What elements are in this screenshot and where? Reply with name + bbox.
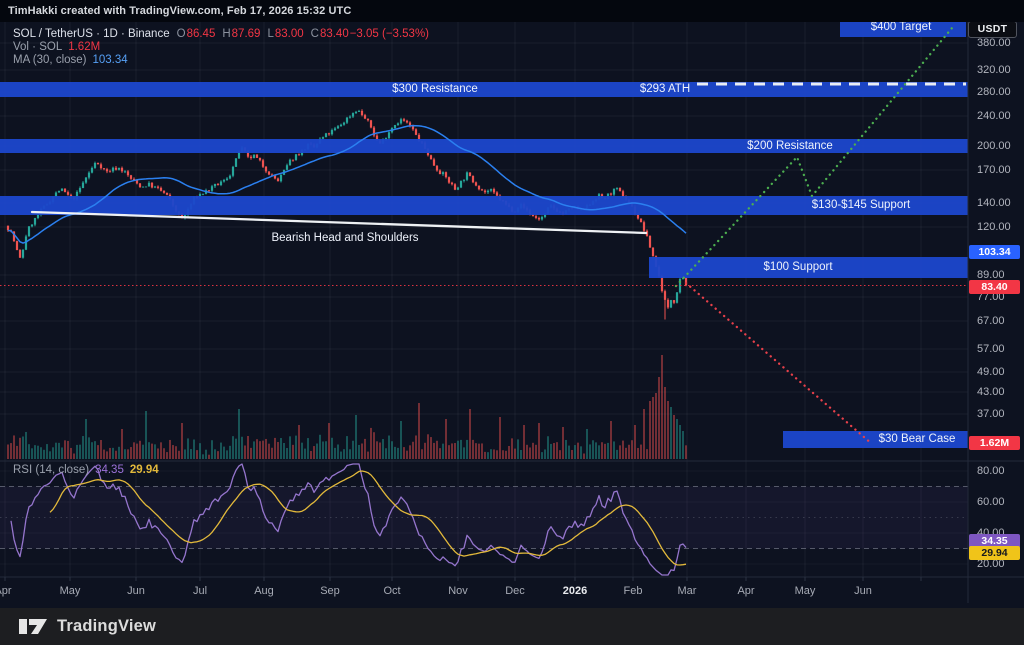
rsi-scale-label: 60.00 xyxy=(977,496,1005,508)
ohlc-open-value: 86.45 xyxy=(186,27,216,40)
time-axis-label: Jun xyxy=(854,585,872,597)
ohlc-high-value: 87.69 xyxy=(231,27,261,40)
ma-label: MA (30, close) xyxy=(13,53,87,66)
price-scale-label: 57.00 xyxy=(977,343,1005,355)
rsi-scale-label: 80.00 xyxy=(977,465,1005,477)
symbol-title: SOL / TetherUS · 1D · Binance xyxy=(13,27,170,40)
price-scale-label: 37.00 xyxy=(977,408,1005,420)
volume-value: 1.62M xyxy=(68,40,101,53)
tradingview-brand-text[interactable]: TradingView xyxy=(57,617,157,635)
price-scale-badge: 83.40 xyxy=(969,280,1020,294)
time-axis-label: Jul xyxy=(192,585,208,597)
time-axis-label: Mar xyxy=(677,585,697,597)
ohlc-close-label: C xyxy=(310,27,319,40)
change-value: −3.05 (−3.53%) xyxy=(349,27,429,40)
time-axis-label: Aug xyxy=(254,585,274,597)
volume-row: Vol · SOL 1.62M xyxy=(13,40,429,53)
price-scale-badge: 34.35 xyxy=(969,534,1020,548)
price-scale-label: 170.00 xyxy=(977,164,1011,176)
time-axis-label: Dec xyxy=(505,585,525,597)
price-scale-label: 380.00 xyxy=(977,37,1011,49)
price-scale-label: 120.00 xyxy=(977,221,1011,233)
volume-label: Vol · SOL xyxy=(13,40,63,53)
ma-value: 103.34 xyxy=(92,53,128,66)
rsi-ma-value: 29.94 xyxy=(129,464,159,476)
time-axis-label: Apr xyxy=(0,585,12,597)
time-axis-label: Feb xyxy=(623,585,643,597)
ohlc-open-label: O xyxy=(176,27,186,40)
rsi-legend: RSI (14, close) 34.35 29.94 xyxy=(13,464,159,476)
price-scale-label: 320.00 xyxy=(977,64,1011,76)
ohlc-close-value: 83.40 xyxy=(319,27,349,40)
ohlc-high-label: H xyxy=(222,27,231,40)
price-scale-label: 240.00 xyxy=(977,110,1011,122)
annotation-label: $400 Target xyxy=(870,21,932,33)
price-scale-badge: 29.94 xyxy=(969,546,1020,560)
attribution-bar: TimHakki created with TradingView.com, F… xyxy=(0,0,1024,22)
time-axis-label: Jun xyxy=(127,585,145,597)
annotation-label: $200 Resistance xyxy=(747,140,833,152)
annotation-label: $130-$145 Support xyxy=(811,199,911,211)
price-scale-label: 280.00 xyxy=(977,86,1011,98)
chart-canvas[interactable] xyxy=(0,0,1024,608)
annotation-label: $30 Bear Case xyxy=(878,433,956,445)
price-scale-label: 43.00 xyxy=(977,386,1005,398)
symbol-row: SOL / TetherUS · 1D · Binance O 86.45 H … xyxy=(13,27,429,40)
time-axis-label: Oct xyxy=(383,585,401,597)
time-axis-label: Nov xyxy=(448,585,468,597)
annotation-label: $293 ATH xyxy=(639,83,691,95)
time-axis-label: May xyxy=(59,585,81,597)
price-scale-label: 89.00 xyxy=(977,269,1005,281)
time-axis-label: 2026 xyxy=(562,585,588,597)
time-axis-label: May xyxy=(794,585,816,597)
annotation-label: $300 Resistance xyxy=(392,83,478,95)
tradingview-logo-icon[interactable] xyxy=(19,618,49,635)
price-scale-label: 49.00 xyxy=(977,366,1005,378)
price-scale-label: 67.00 xyxy=(977,315,1005,327)
ma-row: MA (30, close) 103.34 xyxy=(13,53,429,66)
price-scale-label: 200.00 xyxy=(977,140,1011,152)
rsi-label: RSI (14, close) xyxy=(13,464,90,476)
rsi-scale-label: 20.00 xyxy=(977,558,1005,570)
attribution-text: TimHakki created with TradingView.com, F… xyxy=(8,5,352,17)
ohlc-low-value: 83.00 xyxy=(274,27,304,40)
annotation-label: Bearish Head and Shoulders xyxy=(271,232,419,244)
symbol-legend: SOL / TetherUS · 1D · Binance O 86.45 H … xyxy=(13,27,429,66)
price-scale-label: 140.00 xyxy=(977,197,1011,209)
ohlc-low-label: L xyxy=(267,27,274,40)
rsi-value: 34.35 xyxy=(95,464,124,476)
footer: TradingView xyxy=(0,608,1024,645)
time-axis-label: Sep xyxy=(320,585,340,597)
price-scale-badge: 103.34 xyxy=(969,245,1020,259)
price-scale-badge: 1.62M xyxy=(969,436,1020,450)
currency-toggle-button[interactable]: USDT xyxy=(968,21,1017,38)
time-axis-label: Apr xyxy=(737,585,755,597)
annotation-label: $100 Support xyxy=(763,261,833,273)
chart-overlays: SOL / TetherUS · 1D · Binance O 86.45 H … xyxy=(0,21,1020,597)
price-scale-label: 77.00 xyxy=(977,291,1005,303)
